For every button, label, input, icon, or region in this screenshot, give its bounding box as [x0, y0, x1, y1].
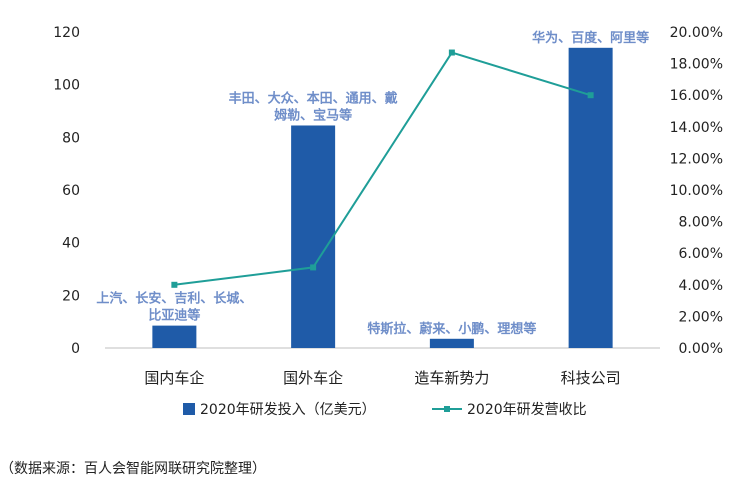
right-axis-ticks: 0.00% 2.00% 4.00% 6.00% 8.00% 10.00% 12.00% 14.…	[670, 25, 723, 357]
legend-line-marker	[444, 406, 450, 412]
legend-bar-label: 2020年研发投入（亿美元）	[200, 402, 376, 418]
legend: 2020年研发投入（亿美元） 2020年研发营收比	[183, 402, 587, 418]
right-tick-label: 6.00%	[679, 246, 723, 262]
right-tick-label: 4.00%	[679, 278, 723, 294]
line-path	[174, 51, 591, 286]
category-label: 造车新势力	[414, 369, 489, 387]
legend-line-label: 2020年研发营收比	[467, 402, 587, 418]
annotation-line: 比亚迪等	[148, 308, 200, 324]
right-tick-label: 20.00%	[670, 25, 723, 41]
category-label: 科技公司	[561, 369, 621, 387]
category-labels: 国内车企 国外车企 造车新势力 科技公司	[144, 369, 620, 387]
line-marker	[171, 281, 178, 288]
left-tick-label: 60	[62, 183, 80, 199]
right-tick-label: 2.00%	[679, 309, 723, 325]
annotation-line: 丰田、大众、本田、通用、戴	[229, 90, 398, 106]
line-marker	[587, 92, 594, 99]
right-tick-label: 14.00%	[670, 120, 723, 136]
bar-annotations: 上汽、长安、吉利、长城、比亚迪等 丰田、大众、本田、通用、戴姆勒、宝马等特斯拉、蔚…	[96, 30, 649, 337]
annotation-line: 华为、百度、阿里等	[532, 30, 649, 46]
annotation-line: 上汽、长安、吉利、长城、	[96, 291, 252, 307]
chart: 0 20 40 60 80 100 120 0.00% 2.00% 4.00% 6.00% 8.00…	[53, 25, 723, 418]
right-tick-label: 16.00%	[670, 88, 723, 104]
bar-series	[152, 47, 613, 349]
right-tick-label: 12.00%	[670, 151, 723, 167]
category-label: 国内车企	[144, 369, 204, 387]
bar	[152, 325, 197, 348]
annotation-line: 特斯拉、蔚来、小鹏、理想等	[367, 321, 536, 337]
bar	[291, 125, 336, 348]
legend-bar-swatch	[183, 403, 195, 415]
bar	[429, 338, 474, 348]
left-tick-label: 0	[71, 341, 80, 357]
right-tick-label: 10.00%	[670, 183, 723, 199]
left-tick-label: 100	[53, 78, 80, 94]
source-note: （数据来源：百人会智能网联研究院整理）	[0, 461, 266, 477]
line-marker	[448, 49, 455, 56]
left-tick-label: 20	[62, 288, 80, 304]
left-tick-label: 40	[62, 236, 80, 252]
annotation-line: 姆勒、宝马等	[274, 107, 352, 123]
right-tick-label: 18.00%	[670, 57, 723, 73]
category-label: 国外车企	[283, 369, 343, 387]
line-marker	[310, 264, 317, 271]
left-tick-label: 80	[62, 130, 80, 146]
line-series	[171, 49, 594, 288]
left-tick-label: 120	[53, 25, 80, 41]
left-axis-ticks: 0 20 40 60 80 100 120	[53, 25, 80, 357]
right-tick-label: 8.00%	[679, 215, 723, 231]
right-tick-label: 0.00%	[679, 341, 723, 357]
